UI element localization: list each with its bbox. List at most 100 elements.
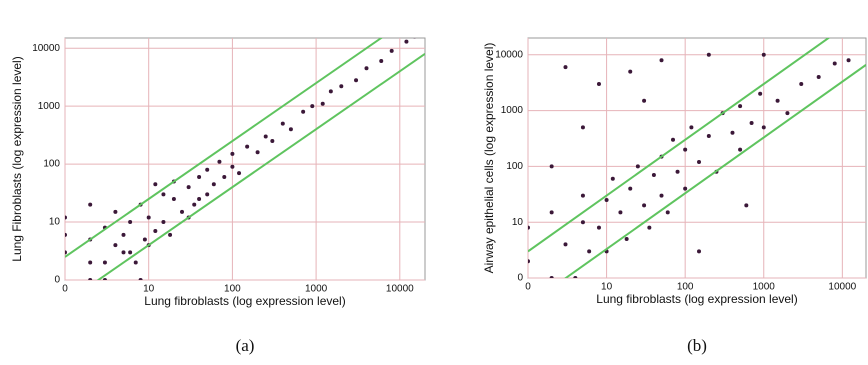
- point: [161, 192, 166, 197]
- y-tick-label: 100: [506, 161, 523, 172]
- point: [697, 159, 702, 164]
- point: [161, 220, 166, 225]
- point: [270, 139, 275, 144]
- caption: (a): [236, 336, 255, 355]
- point: [310, 104, 315, 109]
- point: [549, 276, 554, 278]
- point: [832, 61, 837, 66]
- point: [88, 202, 93, 207]
- point: [580, 193, 585, 198]
- point: [217, 159, 222, 164]
- point: [706, 52, 711, 57]
- x-axis-title: Lung fibroblasts (log expression level): [144, 294, 345, 308]
- point: [816, 75, 821, 80]
- point: [65, 232, 67, 237]
- point: [651, 173, 656, 178]
- point: [142, 237, 147, 242]
- y-tick-label: 100: [43, 159, 60, 170]
- x-tick-label: 100: [677, 282, 694, 293]
- point: [573, 276, 578, 278]
- point: [205, 167, 210, 172]
- point: [205, 192, 210, 197]
- y-axis-title: Lung Fibroblasts (log expression level): [10, 56, 24, 261]
- point: [580, 220, 585, 225]
- point: [128, 250, 133, 255]
- reference-line: [564, 64, 866, 278]
- point: [113, 243, 118, 248]
- point: [670, 137, 675, 142]
- point: [604, 197, 609, 202]
- point: [683, 147, 688, 152]
- x-tick-label: 10000: [386, 284, 414, 295]
- point: [379, 59, 384, 64]
- point: [659, 193, 664, 198]
- point: [404, 39, 409, 44]
- x-tick-label: 1000: [305, 284, 328, 295]
- point: [528, 259, 530, 264]
- point: [146, 215, 151, 220]
- point: [528, 225, 530, 230]
- point: [354, 78, 359, 83]
- point: [280, 121, 285, 126]
- point: [738, 104, 743, 109]
- point: [697, 249, 702, 254]
- x-tick-label: 0: [62, 284, 68, 295]
- x-tick-label: 10000: [828, 282, 856, 293]
- point: [761, 52, 766, 57]
- point: [102, 278, 107, 280]
- caption: (b): [687, 336, 707, 355]
- point: [128, 220, 133, 225]
- plot-area: [64, 37, 426, 281]
- x-tick-label: 0: [525, 282, 531, 293]
- point: [610, 176, 615, 181]
- point: [230, 164, 235, 169]
- point: [642, 203, 647, 208]
- point: [647, 225, 652, 230]
- reference-line: [65, 38, 383, 258]
- y-tick-label: 0: [517, 273, 523, 284]
- y-tick-label: 1000: [38, 101, 61, 112]
- point: [413, 38, 416, 39]
- point: [689, 125, 694, 130]
- point: [675, 169, 680, 174]
- point: [138, 278, 143, 280]
- x-tick-label: 1000: [753, 282, 776, 293]
- points: [65, 38, 425, 280]
- point: [596, 81, 601, 86]
- point: [237, 171, 242, 176]
- point: [628, 186, 633, 191]
- point: [288, 127, 293, 132]
- point: [88, 278, 93, 280]
- point: [596, 225, 601, 230]
- x-tick-label: 10: [601, 282, 613, 293]
- point: [761, 125, 766, 130]
- x-tick-label: 10: [143, 284, 155, 295]
- point: [88, 260, 93, 265]
- y-tick-label: 10: [49, 217, 61, 228]
- point: [171, 196, 176, 201]
- point: [799, 81, 804, 86]
- point: [222, 174, 227, 179]
- point: [255, 150, 260, 155]
- point: [683, 186, 688, 191]
- point: [186, 185, 191, 190]
- point: [65, 250, 67, 255]
- y-tick-label: 1000: [501, 105, 524, 116]
- point: [744, 203, 749, 208]
- point: [563, 242, 568, 247]
- points: [528, 38, 866, 278]
- y-tick-label: 10000: [495, 49, 523, 60]
- point: [549, 164, 554, 169]
- point: [846, 58, 851, 63]
- point: [749, 120, 754, 125]
- point: [628, 69, 633, 74]
- point: [230, 151, 235, 156]
- y-axis-title: Airway epithelial cells (log expression …: [482, 43, 496, 274]
- point: [775, 98, 780, 103]
- point: [153, 182, 158, 187]
- point: [364, 66, 369, 71]
- point: [738, 147, 743, 152]
- point: [642, 98, 647, 103]
- point: [785, 111, 790, 116]
